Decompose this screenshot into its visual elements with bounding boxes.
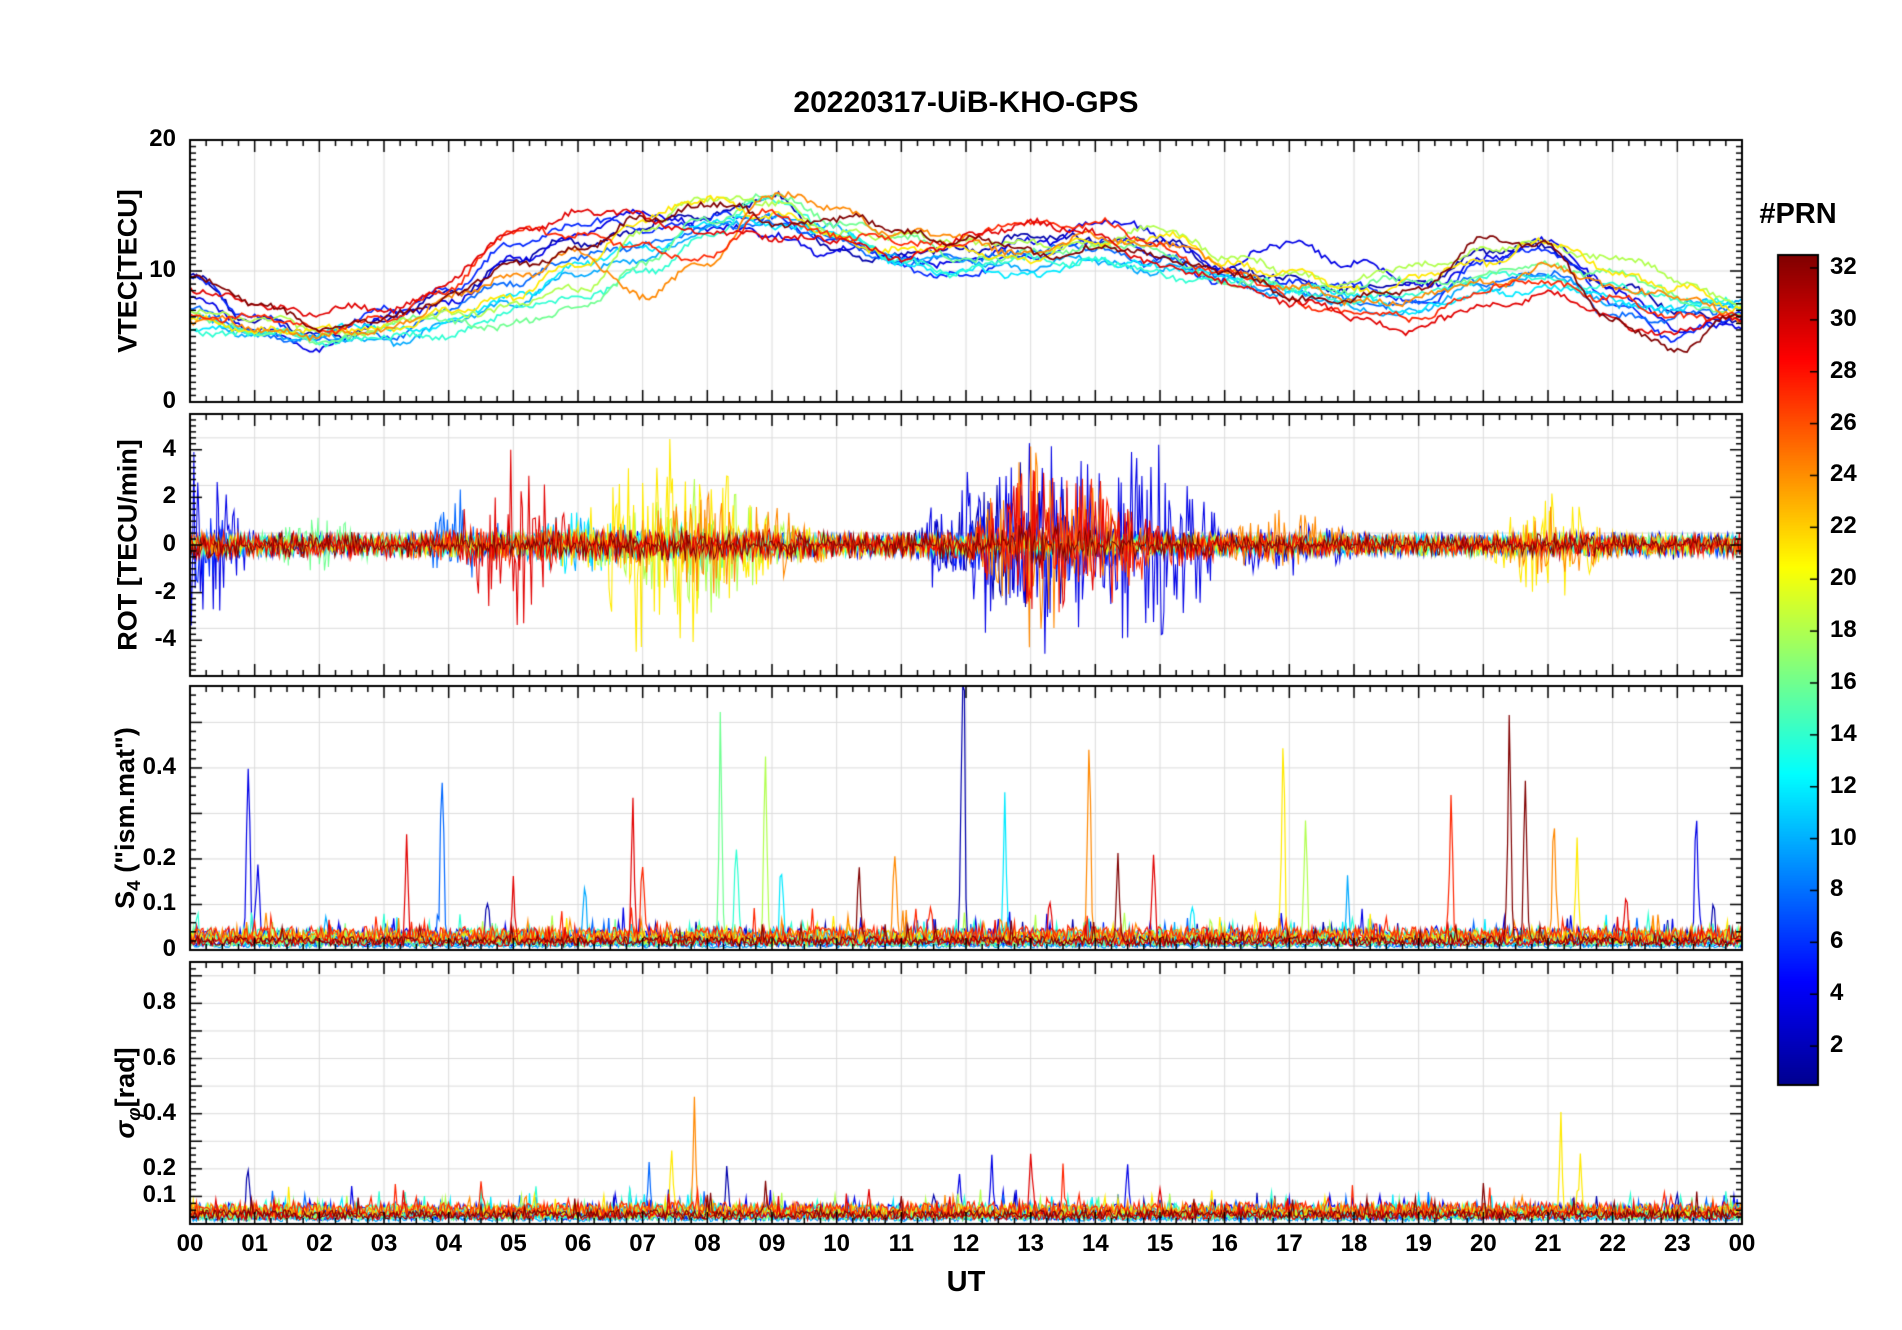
x-tick-label: 14 xyxy=(1081,1230,1109,1257)
x-tick-label: 13 xyxy=(1017,1230,1045,1257)
y-tick-label: 20 xyxy=(149,125,176,152)
x-tick-label: 04 xyxy=(435,1230,463,1257)
vtec-axis-label: VTEC[TECU] xyxy=(113,189,144,353)
colorbar-tick-label: 6 xyxy=(1830,927,1844,955)
x-tick-label: 10 xyxy=(823,1230,851,1257)
x-tick-label: 05 xyxy=(499,1230,527,1257)
colorbar-tick-label: 18 xyxy=(1830,616,1857,644)
colorbar-title: #PRN xyxy=(1759,198,1837,230)
rot-axis-label: ROT [TECU/min] xyxy=(113,439,144,650)
colorbar-tick-label: 14 xyxy=(1830,719,1857,747)
y-tick-label: 0 xyxy=(162,387,176,414)
colorbar-tick-label: 16 xyxy=(1830,667,1857,695)
sigma-phi-axis-label: σφ[rad] xyxy=(110,1047,146,1138)
x-tick-label: 01 xyxy=(241,1230,269,1257)
y-tick-label: 0 xyxy=(162,935,176,962)
x-tick-label: 02 xyxy=(305,1230,333,1257)
colorbar-tick-label: 24 xyxy=(1830,460,1857,488)
y-tick-label: 0.2 xyxy=(142,1153,176,1181)
x-tick-label: 03 xyxy=(370,1230,398,1257)
x-tick-label: 00 xyxy=(1728,1230,1756,1257)
y-tick-label: 0.6 xyxy=(142,1043,176,1071)
x-tick-label: 00 xyxy=(176,1230,204,1257)
colorbar-tick-label: 4 xyxy=(1830,979,1844,1007)
y-tick-label: 0.4 xyxy=(142,1098,176,1126)
x-tick-label: 11 xyxy=(888,1230,915,1257)
x-tick-label: 18 xyxy=(1340,1230,1368,1257)
colorbar-tick-label: 32 xyxy=(1830,252,1857,280)
colorbar-tick-label: 22 xyxy=(1830,512,1857,540)
colorbar-tick-label: 12 xyxy=(1830,771,1857,799)
x-tick-label: 23 xyxy=(1663,1230,1691,1257)
colorbar-tick-label: 26 xyxy=(1830,408,1857,436)
y-tick-label: 0.2 xyxy=(142,843,176,871)
x-tick-label: 19 xyxy=(1405,1230,1433,1257)
x-axis-label: UT xyxy=(946,1266,986,1298)
colorbar-tick-label: 20 xyxy=(1830,564,1857,592)
x-tick-label: 06 xyxy=(564,1230,592,1257)
y-tick-label: 0 xyxy=(162,530,176,557)
x-tick-label: 07 xyxy=(629,1230,657,1257)
x-tick-label: 15 xyxy=(1146,1230,1174,1257)
y-tick-label: 10 xyxy=(149,256,176,283)
y-tick-label: 0.1 xyxy=(142,1181,176,1209)
x-tick-label: 12 xyxy=(952,1230,980,1257)
colorbar-tick-label: 10 xyxy=(1830,823,1857,851)
s4-axis-label-main: S xyxy=(109,890,140,909)
y-tick-label: 0.4 xyxy=(142,752,176,780)
y-tick-label: 0.1 xyxy=(142,889,176,917)
s4-axis-label: S4 ("ism.mat") xyxy=(110,727,146,909)
x-tick-label: 08 xyxy=(693,1230,721,1257)
x-tick-label: 22 xyxy=(1599,1230,1627,1257)
colorbar-tick-label: 8 xyxy=(1830,875,1844,903)
y-tick-label: 2 xyxy=(162,482,176,510)
colorbar-tick-label: 2 xyxy=(1830,1031,1844,1059)
colorbar-tick-label: 30 xyxy=(1830,304,1857,332)
y-tick-label: 0.8 xyxy=(142,988,176,1016)
s4-axis-label-rest: ("ism.mat") xyxy=(109,727,140,881)
x-tick-label: 21 xyxy=(1534,1230,1562,1257)
y-tick-label: -4 xyxy=(154,625,176,653)
colorbar-tick-label: 28 xyxy=(1830,356,1857,384)
x-tick-label: 17 xyxy=(1275,1230,1303,1257)
x-tick-label: 09 xyxy=(758,1230,786,1257)
sigma-axis-label-main: σ xyxy=(109,1120,140,1139)
x-tick-label: 16 xyxy=(1211,1230,1239,1257)
vtec-axis-label-text: VTEC[TECU] xyxy=(112,189,143,353)
sigma-axis-label-rest: [rad] xyxy=(109,1047,140,1108)
x-tick-label: 20 xyxy=(1469,1230,1497,1257)
rot-axis-label-text: ROT [TECU/min] xyxy=(112,439,143,651)
y-tick-label: -2 xyxy=(154,577,176,605)
y-tick-label: 4 xyxy=(162,434,176,462)
chart-title: 20220317-UiB-KHO-GPS xyxy=(793,86,1139,119)
